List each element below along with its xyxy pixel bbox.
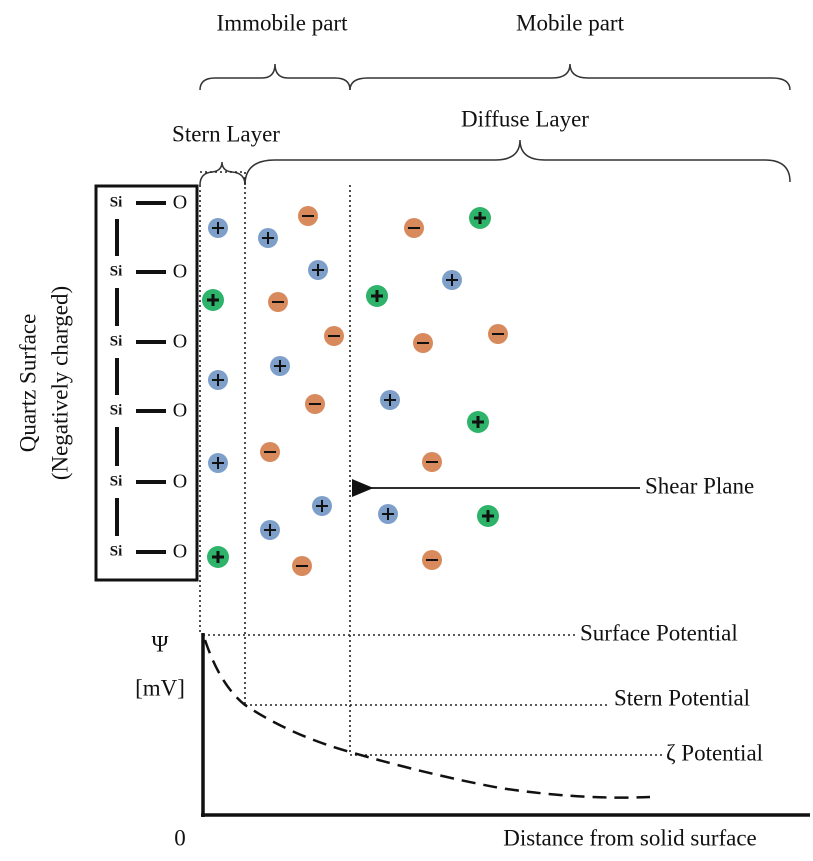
o-label: O bbox=[173, 541, 187, 563]
si-label: Si bbox=[110, 333, 123, 349]
o-label: O bbox=[173, 192, 187, 214]
cation bbox=[207, 546, 229, 568]
y-unit: [mV] bbox=[135, 675, 185, 700]
diffuse-brace bbox=[244, 139, 791, 186]
anion bbox=[324, 326, 344, 346]
anion bbox=[422, 452, 442, 472]
anion bbox=[422, 550, 442, 570]
si-label: Si bbox=[110, 263, 123, 279]
si-label: Si bbox=[110, 473, 123, 489]
cation bbox=[208, 453, 228, 473]
cation bbox=[378, 504, 398, 524]
cation bbox=[380, 390, 400, 410]
o-label: O bbox=[173, 261, 187, 283]
cation bbox=[208, 370, 228, 390]
o-label: O bbox=[173, 331, 187, 353]
zeta-potential-label: ζ Potential bbox=[666, 740, 763, 765]
cation bbox=[477, 505, 499, 527]
stern-brace bbox=[199, 161, 246, 186]
anion bbox=[305, 394, 325, 414]
stern-potential-label: Stern Potential bbox=[614, 685, 750, 710]
anion bbox=[298, 206, 318, 226]
quartz-label: Quartz Surface bbox=[15, 314, 40, 453]
surface-atoms: Si O Si O Si O Si O Si O Si O bbox=[110, 192, 187, 563]
cation bbox=[202, 289, 224, 311]
origin-label: 0 bbox=[174, 825, 186, 850]
y-symbol: Ψ bbox=[152, 631, 169, 656]
si-label: Si bbox=[110, 402, 123, 418]
anion bbox=[488, 324, 508, 344]
anion bbox=[268, 292, 288, 312]
o-label: O bbox=[173, 400, 187, 422]
cation bbox=[270, 356, 290, 376]
immobile-label: Immobile part bbox=[217, 10, 349, 35]
cation bbox=[208, 218, 228, 238]
mobile-brace bbox=[349, 63, 791, 91]
surface-potential-label: Surface Potential bbox=[580, 620, 738, 645]
cation bbox=[312, 496, 332, 516]
shear-plane-label: Shear Plane bbox=[645, 473, 754, 498]
o-label: O bbox=[173, 471, 187, 493]
anion bbox=[404, 218, 424, 238]
cation bbox=[260, 520, 280, 540]
cation bbox=[467, 411, 489, 433]
immobile-brace bbox=[199, 63, 351, 91]
stern-layer-label: Stern Layer bbox=[172, 121, 280, 146]
quartz-box bbox=[94, 184, 199, 582]
cation bbox=[258, 228, 278, 248]
cation bbox=[442, 270, 462, 290]
anion bbox=[260, 442, 280, 462]
anion bbox=[292, 556, 312, 576]
diffuse-layer-label: Diffuse Layer bbox=[461, 106, 589, 131]
anion bbox=[413, 333, 433, 353]
cation bbox=[469, 207, 491, 229]
si-label: Si bbox=[110, 543, 123, 559]
quartz-sublabel: (Negatively charged) bbox=[47, 286, 72, 480]
si-label: Si bbox=[110, 194, 123, 210]
x-axis-label: Distance from solid surface bbox=[503, 825, 757, 850]
potential-curve bbox=[203, 639, 651, 799]
mobile-label: Mobile part bbox=[516, 10, 625, 35]
cation bbox=[308, 260, 328, 280]
ions bbox=[202, 206, 508, 576]
cation bbox=[366, 285, 388, 307]
